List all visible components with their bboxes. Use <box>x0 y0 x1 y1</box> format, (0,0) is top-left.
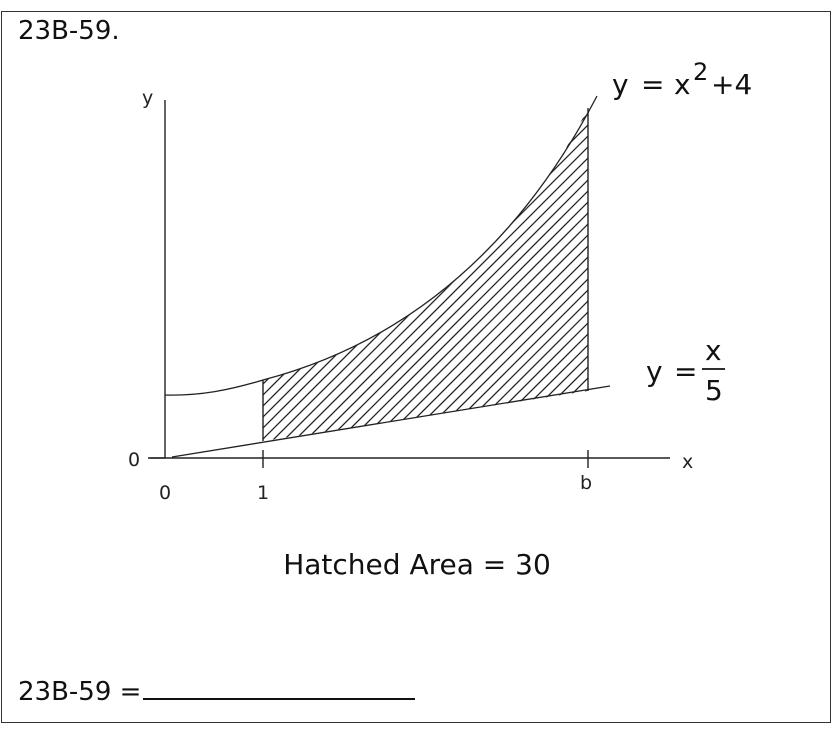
hatch-line <box>616 100 834 460</box>
hatch-line <box>737 100 834 460</box>
hatch-line <box>538 108 588 441</box>
hatch-line <box>549 108 588 441</box>
hatch-line <box>263 108 372 441</box>
hatch-line <box>263 108 405 441</box>
hatch-line <box>395 108 588 441</box>
line-eq-lhs: y <box>646 355 663 388</box>
hatch-line <box>263 108 361 441</box>
hatch-line <box>263 108 588 441</box>
hatch-line <box>428 108 588 441</box>
hatch-line <box>263 108 460 441</box>
hatch-line <box>627 100 834 460</box>
hatch-line <box>384 108 588 441</box>
hatch-line <box>263 108 548 441</box>
hatch-line <box>263 108 295 441</box>
hatch-line <box>263 108 383 441</box>
hatch-line <box>649 100 834 460</box>
hatch-line <box>0 100 250 460</box>
hatch-line <box>263 108 328 441</box>
problem-frame <box>1 11 831 723</box>
hatch-line <box>340 108 588 441</box>
hatch-line <box>307 108 588 441</box>
hatch-line <box>263 108 273 441</box>
hatch-line <box>318 108 588 441</box>
line-eq-equals: = <box>674 355 697 388</box>
hatch-line <box>638 100 834 460</box>
hatch-line <box>263 108 416 441</box>
hatch-line <box>263 108 482 441</box>
hatch-line <box>263 108 317 441</box>
x-tick-label-1: 1 <box>257 482 269 504</box>
hatch-line <box>263 108 588 441</box>
hatch-line <box>726 100 834 460</box>
hatch-line <box>351 108 588 441</box>
hatch-line <box>373 108 588 441</box>
hatch-line <box>660 100 834 460</box>
hatch-line <box>263 108 394 441</box>
answer-blank[interactable] <box>143 672 416 700</box>
hatch-line <box>329 108 588 441</box>
hatch-line <box>263 108 427 441</box>
hatch-line <box>263 108 504 441</box>
parabola-eq-lhs: y <box>612 68 629 101</box>
hatch-line <box>450 108 588 441</box>
hatch-line <box>263 108 581 441</box>
y-origin-label: 0 <box>128 449 140 471</box>
hatch-line <box>263 108 471 441</box>
hatch-line <box>263 108 438 441</box>
hatched-area-caption: Hatched Area = 30 <box>283 548 551 581</box>
hatch-line <box>417 108 588 441</box>
parabola-equation: y = x 2 +4 <box>612 58 752 101</box>
hatch-line <box>263 108 559 441</box>
parabola-eq-rest: +4 <box>711 68 752 101</box>
line-eq-denominator: 5 <box>705 374 723 407</box>
hatch-line <box>362 108 588 441</box>
x-axis-label: x <box>682 451 693 473</box>
x-tick-label-b: b <box>580 472 592 494</box>
hatch-line <box>560 108 588 441</box>
parabola-eq-base: x <box>674 68 691 101</box>
hatch-line <box>263 108 537 441</box>
hatch-line <box>704 100 834 460</box>
line-eq-numerator: x <box>705 334 722 367</box>
hatch-line <box>671 100 834 460</box>
parabola-curve <box>164 95 598 396</box>
hatch-line <box>0 100 261 460</box>
hatch-line <box>527 108 588 441</box>
hatch-line <box>461 108 588 441</box>
hatch-line <box>571 108 588 441</box>
hatch-line <box>263 108 588 441</box>
hatch-line <box>263 108 339 441</box>
answer-prefix: 23B-59 = <box>18 677 142 707</box>
hatch-line <box>715 100 834 460</box>
hatch-line <box>263 108 449 441</box>
parabola-eq-exponent: 2 <box>693 58 708 86</box>
hatch-line <box>263 108 515 441</box>
line-equation: y = x 5 <box>646 334 725 407</box>
hatch-line <box>472 108 588 441</box>
hatch-line <box>263 108 526 441</box>
hatch-line <box>296 108 588 441</box>
hatch-line <box>483 108 588 441</box>
hatch-line <box>505 108 588 441</box>
answer-row: 23B-59 = <box>18 672 416 707</box>
x-tick-label-0: 0 <box>159 482 171 504</box>
hatch-line <box>263 108 493 441</box>
hatch-line <box>263 108 306 441</box>
y-axis-label: y <box>142 87 153 109</box>
parabola-eq-equals: = <box>641 68 664 101</box>
hatch-line <box>263 108 284 441</box>
hatch-line <box>494 108 588 441</box>
hatch-line <box>406 108 588 441</box>
line-x-over-5 <box>171 385 611 458</box>
problem-number: 23B-59. <box>18 16 120 46</box>
hatch-line <box>285 108 588 441</box>
hatch-line <box>263 108 588 441</box>
hatch-line <box>439 108 588 441</box>
